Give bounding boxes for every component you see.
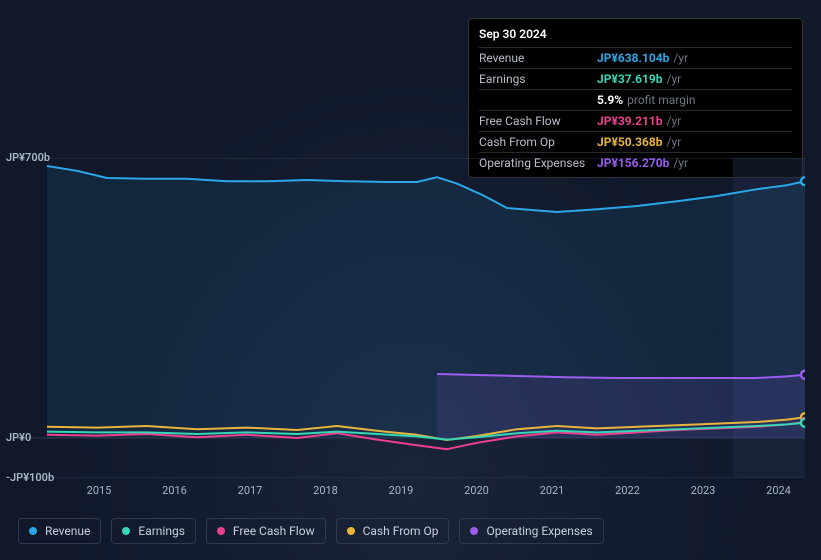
x-axis-label: 2019 bbox=[389, 484, 414, 497]
legend-dot-icon bbox=[470, 527, 478, 535]
chart-legend: Revenue Earnings Free Cash Flow Cash Fro… bbox=[18, 518, 604, 544]
x-axis-label: 2022 bbox=[615, 484, 640, 497]
margin-label: profit margin bbox=[627, 93, 695, 107]
series-marker-earnings bbox=[801, 419, 805, 427]
tooltip-label: Cash From Op bbox=[479, 135, 597, 149]
x-axis-label: 2023 bbox=[691, 484, 716, 497]
legend-label: Earnings bbox=[138, 524, 185, 538]
tooltip-label: Earnings bbox=[479, 72, 597, 86]
y-axis-label: -JP¥100b bbox=[6, 471, 54, 484]
x-axis-label: 2015 bbox=[87, 484, 112, 497]
y-axis-label: JP¥0 bbox=[6, 431, 31, 444]
chart-container: Sep 30 2024 Revenue JP¥638.104b /yr Earn… bbox=[0, 0, 821, 560]
legend-dot-icon bbox=[217, 527, 225, 535]
legend-dot-icon bbox=[122, 527, 130, 535]
tooltip-unit: /yr bbox=[667, 114, 682, 128]
legend-item-cash from op[interactable]: Cash From Op bbox=[336, 518, 450, 544]
tooltip-unit: /yr bbox=[667, 72, 682, 86]
tooltip-label: Revenue bbox=[479, 51, 597, 65]
legend-item-revenue[interactable]: Revenue bbox=[18, 518, 101, 544]
chart-plot-area[interactable] bbox=[17, 158, 805, 478]
series-marker-revenue bbox=[801, 177, 805, 185]
y-axis-label: JP¥700b bbox=[6, 151, 50, 164]
tooltip-margin: 5.9% profit margin bbox=[479, 89, 792, 110]
data-tooltip: Sep 30 2024 Revenue JP¥638.104b /yr Earn… bbox=[468, 18, 803, 178]
tooltip-row: Revenue JP¥638.104b /yr bbox=[479, 47, 792, 68]
tooltip-unit: /yr bbox=[667, 135, 682, 149]
legend-dot-icon bbox=[347, 527, 355, 535]
legend-item-free cash flow[interactable]: Free Cash Flow bbox=[206, 518, 326, 544]
legend-label: Operating Expenses bbox=[486, 524, 592, 538]
x-axis-label: 2020 bbox=[464, 484, 489, 497]
tooltip-unit: /yr bbox=[673, 51, 688, 65]
series-marker-opex bbox=[801, 371, 805, 379]
x-axis-label: 2024 bbox=[766, 484, 791, 497]
tooltip-value: JP¥39.211b bbox=[597, 114, 663, 128]
chart-svg bbox=[17, 158, 805, 478]
legend-label: Cash From Op bbox=[363, 524, 439, 538]
tooltip-label: Free Cash Flow bbox=[479, 114, 597, 128]
legend-label: Revenue bbox=[45, 524, 90, 538]
x-axis-label: 2021 bbox=[540, 484, 565, 497]
legend-label: Free Cash Flow bbox=[233, 524, 315, 538]
tooltip-date: Sep 30 2024 bbox=[479, 25, 792, 47]
tooltip-row: Earnings JP¥37.619b /yr bbox=[479, 68, 792, 89]
legend-item-operating expenses[interactable]: Operating Expenses bbox=[459, 518, 603, 544]
tooltip-value: JP¥50.368b bbox=[597, 135, 663, 149]
x-axis-label: 2017 bbox=[238, 484, 263, 497]
tooltip-row: Free Cash Flow JP¥39.211b /yr bbox=[479, 110, 792, 131]
tooltip-rows: Revenue JP¥638.104b /yr Earnings JP¥37.6… bbox=[479, 47, 792, 173]
tooltip-value: JP¥37.619b bbox=[597, 72, 663, 86]
tooltip-row: Cash From Op JP¥50.368b /yr bbox=[479, 131, 792, 152]
legend-item-earnings[interactable]: Earnings bbox=[111, 518, 196, 544]
tooltip-value: JP¥638.104b bbox=[597, 51, 669, 65]
x-axis-label: 2016 bbox=[162, 484, 187, 497]
legend-dot-icon bbox=[29, 527, 37, 535]
margin-value: 5.9% bbox=[597, 93, 623, 107]
x-axis-label: 2018 bbox=[313, 484, 338, 497]
